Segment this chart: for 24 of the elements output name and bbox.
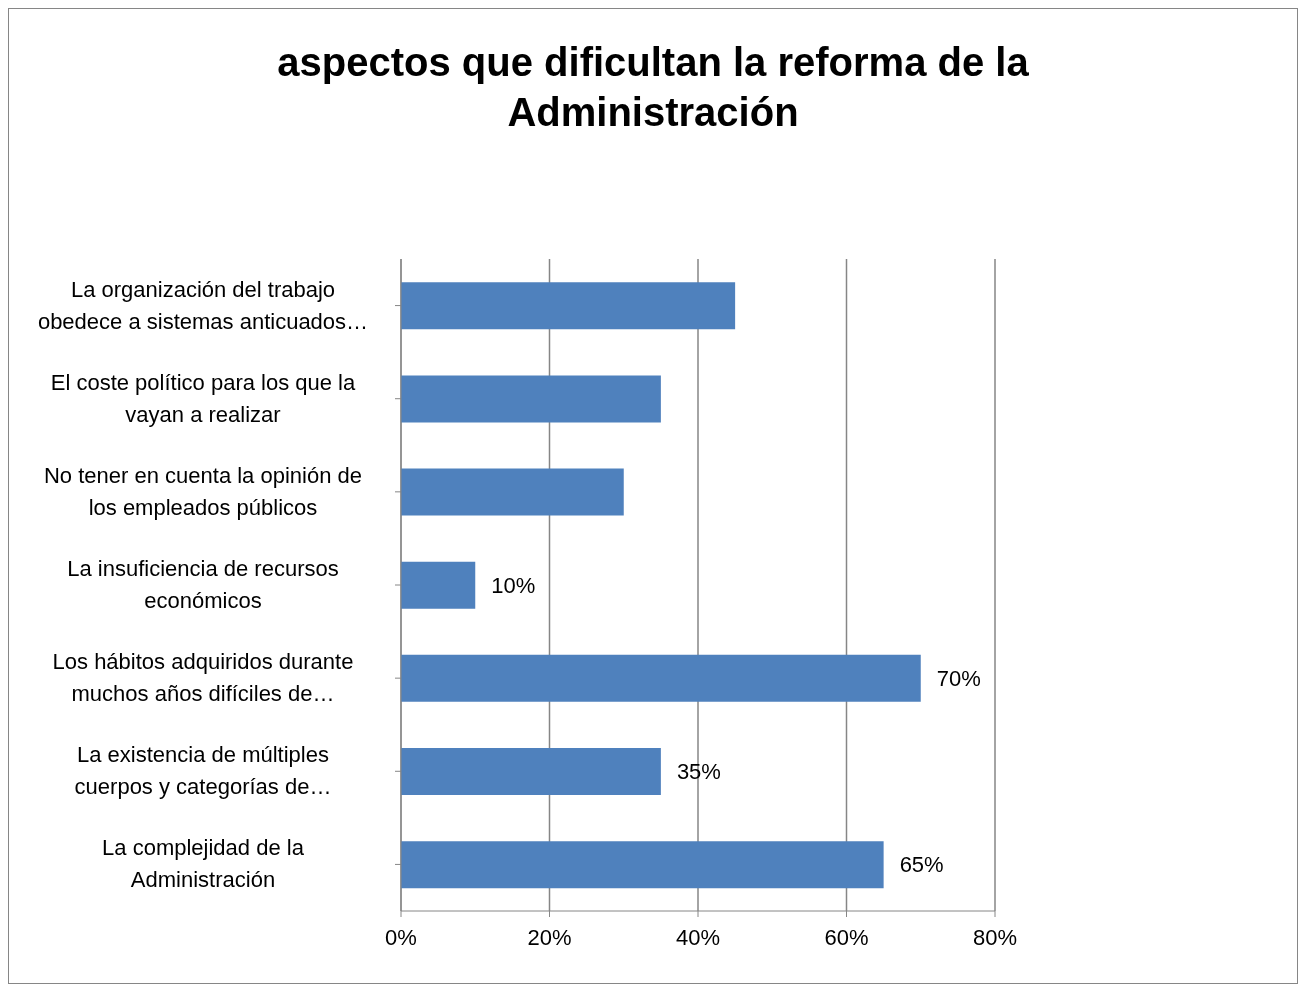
y-tick-label: No tener en cuenta la opinión de los empleados públicos [43,462,363,520]
chart-title: aspectos que dificultan la reforma de la Administración [276,39,1030,136]
x-tick-label: 80% [972,924,1018,950]
y-tick-label: El coste político para los que la vayan a realizar [50,369,357,427]
data-label: 35% [676,759,721,785]
x-tick-label: 60% [824,924,869,950]
bar [401,654,921,702]
x-tick-label: 0% [385,924,417,950]
y-tick-label: La existencia de múltiples cuerpos y categorías de… [74,742,332,800]
bar [401,841,884,889]
bar [401,468,624,516]
bar [401,748,661,795]
y-tick-label: Los hábitos adquiridos durante muchos años difíciles de… [52,649,354,707]
data-label: 70% [936,666,981,692]
bar [401,282,736,330]
data-label: 65% [899,852,944,878]
bar [401,561,476,609]
y-tick-label: La insuficiencia de recursos económicos [67,556,339,613]
bar [401,375,661,423]
x-tick-label: 20% [527,924,572,950]
data-label: 10% [491,573,536,599]
y-tick-label: La complejidad de la Administración [102,835,305,893]
y-tick-label: La organización del trabajo obedece a sistemas anticuados… [37,276,369,334]
x-tick-label: 40% [675,924,721,950]
